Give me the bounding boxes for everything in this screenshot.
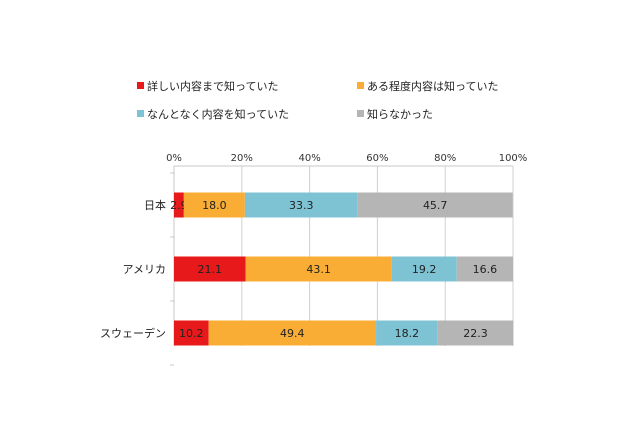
data-label: 45.7 xyxy=(423,199,448,212)
category-label: 日本 xyxy=(144,198,166,212)
data-label: 2.9 xyxy=(170,199,188,212)
bar-segment xyxy=(376,320,438,346)
x-tick-label: 100% xyxy=(499,153,528,164)
bar-segment xyxy=(174,256,246,282)
bar-segment xyxy=(208,320,377,346)
x-tick-label: 80% xyxy=(434,153,456,164)
category-label: スウェーデン xyxy=(100,326,166,340)
bar-segment xyxy=(244,192,358,218)
data-label: 43.1 xyxy=(306,263,331,276)
bar-segment xyxy=(456,256,513,282)
bar-segment xyxy=(357,192,513,218)
data-label: 18.2 xyxy=(395,327,420,340)
bars: 2.9 18.0 33.3 45.7 21.1 43.1 19.2 16.6 10.2 49.4 1… xyxy=(170,192,514,346)
bar-segment xyxy=(174,192,184,218)
x-axis: 0% 20% 40% 60% 80% 100% xyxy=(166,153,528,167)
bar-segment xyxy=(437,320,514,346)
x-tick-label: 20% xyxy=(231,153,253,164)
bar-segment xyxy=(245,256,392,282)
category-label: アメリカ xyxy=(123,263,166,276)
bar-segment xyxy=(391,256,457,282)
legend-swatch xyxy=(137,110,144,117)
x-tick-label: 0% xyxy=(166,153,182,164)
legend-swatch xyxy=(137,82,144,89)
x-tick-label: 60% xyxy=(366,153,388,164)
bar-segment xyxy=(174,320,209,346)
data-label: 10.2 xyxy=(179,327,204,340)
legend-label: ある程度内容は知っていた xyxy=(367,79,498,93)
data-label: 22.3 xyxy=(463,327,488,340)
legend-label: 詳しい内容まで知っていた xyxy=(147,79,278,93)
bar-segment xyxy=(183,192,245,218)
data-label: 19.2 xyxy=(412,263,437,276)
legend-label: なんとなく内容を知っていた xyxy=(147,107,289,121)
data-label: 33.3 xyxy=(289,199,314,212)
legend-swatch xyxy=(357,110,364,117)
legend-label: 知らなかった xyxy=(367,107,433,121)
x-tick-label: 40% xyxy=(298,153,320,164)
data-label: 18.0 xyxy=(202,199,227,212)
legend-swatch xyxy=(357,82,364,89)
data-label: 21.1 xyxy=(198,263,223,276)
data-label: 49.4 xyxy=(280,327,305,340)
data-label: 16.6 xyxy=(473,263,498,276)
